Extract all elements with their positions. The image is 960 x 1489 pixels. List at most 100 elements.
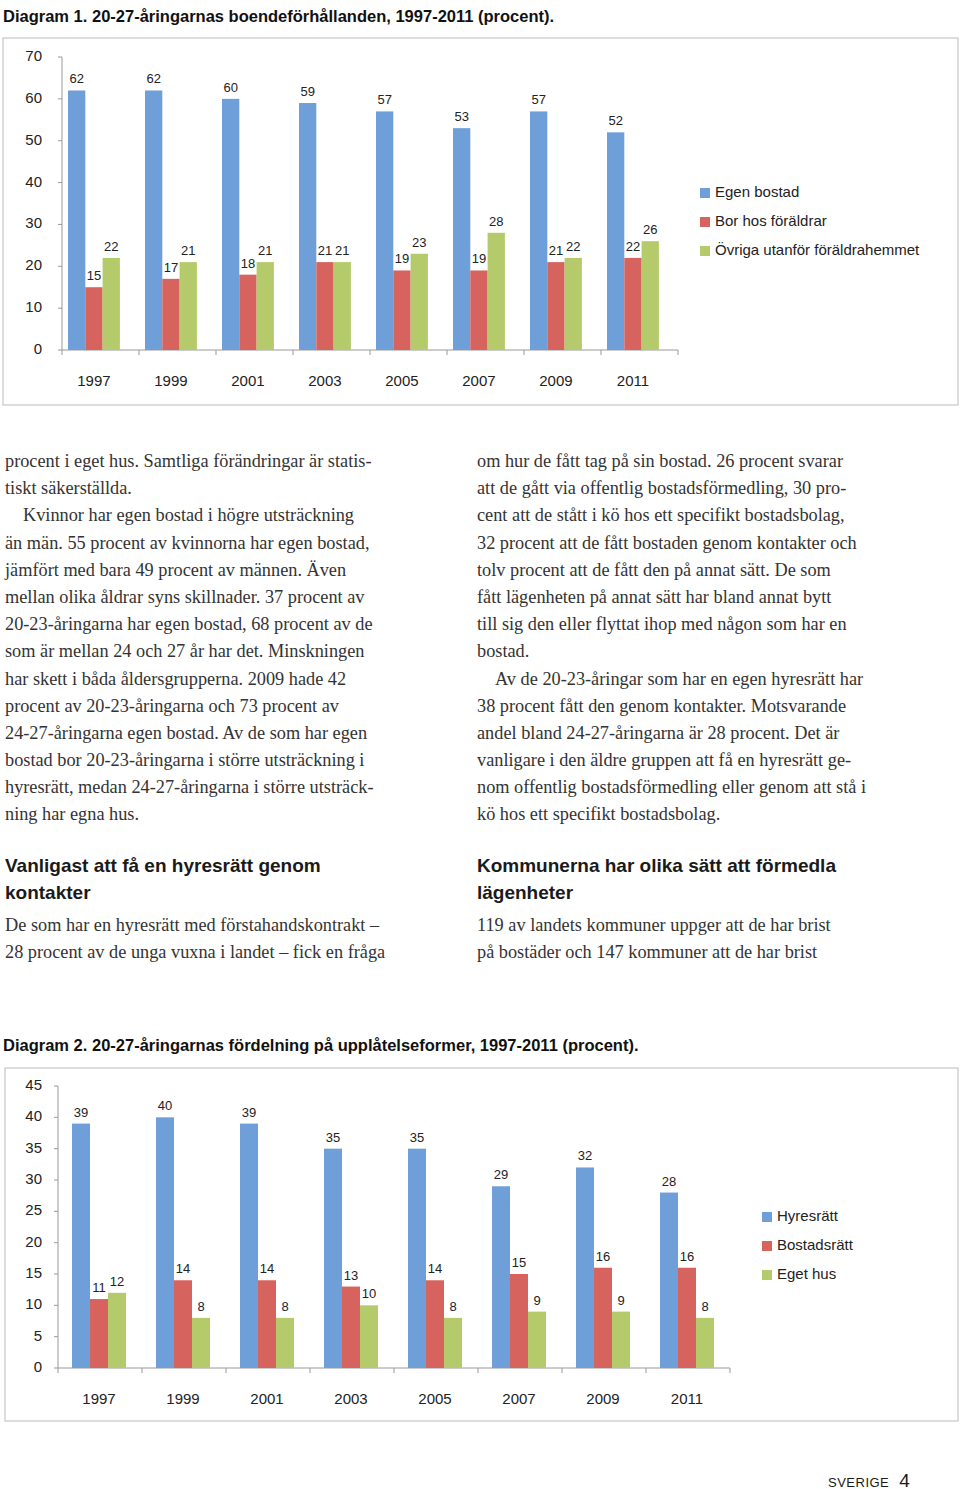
x-tick bbox=[62, 350, 63, 355]
y-tick-label: 50 bbox=[25, 131, 42, 148]
x-tick-label: 2011 bbox=[617, 372, 649, 389]
legend-label: Egen bostad bbox=[715, 183, 799, 200]
text-line: Kvinnor har egen bostad i högre utsträck… bbox=[5, 502, 455, 529]
text-column: om hur de fått tag på sin bostad. 26 pro… bbox=[477, 448, 927, 966]
text-line: bostad bor 20-23-åringarna i större utst… bbox=[5, 747, 455, 774]
y-tick-label: 0 bbox=[34, 1358, 42, 1375]
bar bbox=[642, 241, 659, 350]
data-label: 23 bbox=[412, 235, 426, 250]
text-line: till sig den eller flyttat ihop med någo… bbox=[477, 611, 927, 638]
text-line: 119 av landets kommuner uppger att de ha… bbox=[477, 912, 927, 939]
data-label: 13 bbox=[344, 1268, 358, 1283]
y-tick bbox=[54, 1305, 58, 1306]
data-label: 60 bbox=[223, 80, 237, 95]
data-label: 9 bbox=[617, 1293, 624, 1308]
y-tick bbox=[54, 1211, 58, 1212]
x-tick-label: 2011 bbox=[671, 1390, 703, 1407]
y-tick-label: 40 bbox=[25, 1107, 42, 1124]
bar bbox=[103, 258, 120, 350]
bar bbox=[376, 111, 393, 350]
text-line: 24-27-åringarna egen bostad. Av de som h… bbox=[5, 720, 455, 747]
legend-swatch bbox=[700, 217, 710, 227]
text-line: om hur de fått tag på sin bostad. 26 pro… bbox=[477, 448, 927, 475]
y-tick-label: 35 bbox=[25, 1139, 42, 1156]
text-line: Vanligast att få en hyresrätt genom bbox=[5, 852, 455, 879]
x-tick-label: 2003 bbox=[334, 1390, 367, 1407]
data-label: 11 bbox=[92, 1280, 106, 1295]
bar bbox=[453, 128, 470, 350]
x-tick-label: 2009 bbox=[586, 1390, 619, 1407]
x-tick bbox=[478, 1368, 479, 1373]
bar bbox=[696, 1318, 714, 1368]
data-label: 28 bbox=[662, 1174, 676, 1189]
data-label: 22 bbox=[104, 239, 118, 254]
x-tick-label: 2007 bbox=[502, 1390, 535, 1407]
x-tick bbox=[139, 350, 140, 355]
bar bbox=[547, 262, 564, 350]
data-label: 17 bbox=[164, 260, 178, 275]
x-tick bbox=[646, 1368, 647, 1373]
chart: Diagram 2. 20-27-åringarnas fördelning p… bbox=[3, 1036, 958, 1421]
bar bbox=[470, 270, 487, 350]
paragraph: 119 av landets kommuner uppger att de ha… bbox=[477, 912, 927, 966]
text-line: nom offentlig bostadsförmedling eller ge… bbox=[477, 774, 927, 801]
data-label: 8 bbox=[281, 1299, 288, 1314]
bar bbox=[192, 1318, 210, 1368]
y-axis bbox=[62, 57, 63, 350]
bar bbox=[108, 1293, 126, 1368]
y-axis bbox=[58, 1086, 59, 1368]
data-label: 21 bbox=[318, 243, 332, 258]
data-labels: 3911124014839148351310351482915932169281… bbox=[74, 1098, 709, 1314]
legend-label: Bostadsrätt bbox=[777, 1236, 854, 1253]
bar bbox=[360, 1305, 378, 1368]
chart-title: Diagram 1. 20-27-åringarnas boendeförhål… bbox=[3, 7, 554, 25]
x-tick bbox=[310, 1368, 311, 1373]
data-label: 12 bbox=[110, 1274, 124, 1289]
y-tick bbox=[54, 1242, 58, 1243]
y-tick-label: 45 bbox=[25, 1076, 42, 1093]
text-line: andel bland 24-27-åringarna är 28 procen… bbox=[477, 720, 927, 747]
text-line: jämfört med bara 49 procent av männen. Ä… bbox=[5, 557, 455, 584]
text-line: 38 procent fått den genom kontakter. Mot… bbox=[477, 693, 927, 720]
x-tick bbox=[524, 350, 525, 355]
x-tick bbox=[562, 1368, 563, 1373]
text-line: Kommunerna har olika sätt att förmedla bbox=[477, 852, 927, 879]
data-label: 8 bbox=[197, 1299, 204, 1314]
text-line: lägenheter bbox=[477, 879, 927, 906]
heading: Kommunerna har olika sätt att förmedlalä… bbox=[477, 852, 927, 906]
y-tick bbox=[54, 1368, 58, 1369]
data-label: 19 bbox=[472, 251, 486, 266]
text-line: 28 procent av de unga vuxna i landet – f… bbox=[5, 939, 455, 966]
bar bbox=[528, 1312, 546, 1368]
bar bbox=[594, 1268, 612, 1368]
bar bbox=[411, 254, 428, 350]
data-label: 14 bbox=[176, 1261, 190, 1276]
y-tick bbox=[58, 224, 62, 225]
x-tick bbox=[678, 350, 679, 355]
data-label: 52 bbox=[608, 113, 622, 128]
legend-label: Eget hus bbox=[777, 1265, 836, 1282]
legend-swatch bbox=[762, 1270, 772, 1280]
text-line: har skett i båda åldersgrupperna. 2009 h… bbox=[5, 666, 455, 693]
chart-frame bbox=[3, 38, 958, 405]
text-line: cent att de stått i kö hos ett specifikt… bbox=[477, 502, 927, 529]
text-line: tolv procent att de fått den på annat sä… bbox=[477, 557, 927, 584]
data-label: 40 bbox=[158, 1098, 172, 1113]
data-label: 9 bbox=[533, 1293, 540, 1308]
y-tick-label: 60 bbox=[25, 89, 42, 106]
legend-swatch bbox=[700, 246, 710, 256]
charts: Diagram 1. 20-27-åringarnas boendeförhål… bbox=[0, 0, 960, 1489]
x-tick bbox=[447, 350, 448, 355]
text-line: att de gått via offentlig bostadsförmedl… bbox=[477, 475, 927, 502]
bar bbox=[393, 270, 410, 350]
bar bbox=[444, 1318, 462, 1368]
bar bbox=[90, 1299, 108, 1368]
bar bbox=[530, 111, 547, 350]
bar bbox=[488, 233, 505, 350]
y-tick-label: 0 bbox=[34, 340, 42, 357]
data-labels: 6215226217216018215921215719235319285721… bbox=[69, 71, 657, 283]
bar bbox=[408, 1149, 426, 1368]
text-line: 32 procent att de fått bostaden genom ko… bbox=[477, 530, 927, 557]
data-label: 62 bbox=[146, 71, 160, 86]
bars bbox=[68, 90, 659, 350]
